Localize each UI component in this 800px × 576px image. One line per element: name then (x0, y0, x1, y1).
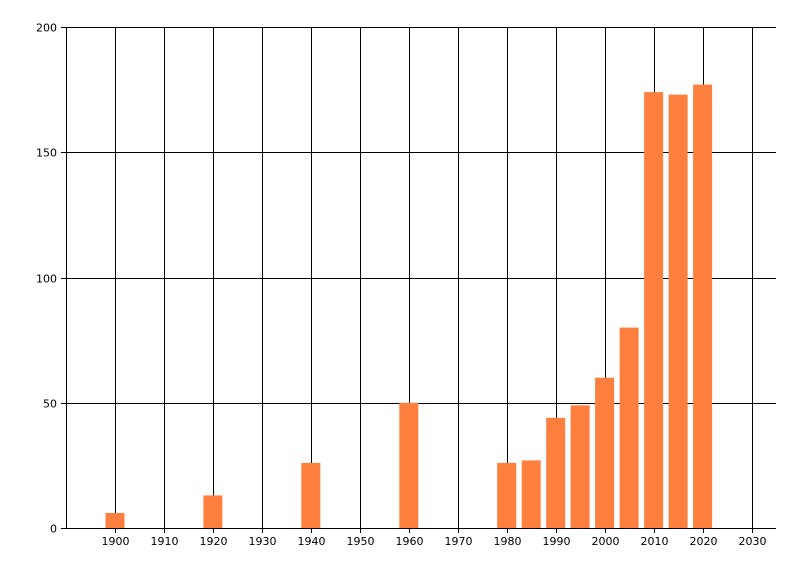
y-tick-label: 200 (36, 22, 57, 35)
y-tick-label: 50 (43, 398, 57, 411)
x-tick-label: 1940 (298, 535, 326, 548)
bar-1995 (570, 405, 590, 528)
x-tick-label: 2000 (592, 535, 620, 548)
x-tick-label: 1980 (494, 535, 522, 548)
bar-2020 (693, 84, 713, 528)
x-tick-label: 2010 (641, 535, 669, 548)
bar-1980 (497, 462, 517, 528)
axes (66, 27, 776, 529)
y-tick-label: 100 (36, 273, 57, 286)
x-tick-label: 1970 (445, 535, 473, 548)
bar-1940 (301, 462, 321, 528)
x-tick-label: 1930 (249, 535, 277, 548)
bar-2000 (595, 377, 615, 528)
x-tick-label: 1950 (347, 535, 375, 548)
y-tick-label: 0 (50, 523, 57, 536)
x-tick-label: 2030 (739, 535, 767, 548)
bar-1900 (105, 513, 125, 528)
x-tick-label: 1920 (200, 535, 228, 548)
bar-1960 (399, 402, 419, 529)
bar-2015 (668, 94, 688, 528)
x-tick-label: 2020 (690, 535, 718, 548)
bar-1920 (203, 495, 223, 528)
y-tick-label: 150 (36, 147, 57, 160)
bar-2005 (619, 327, 639, 528)
x-tick-label: 1900 (102, 535, 130, 548)
x-tick-label: 1960 (396, 535, 424, 548)
bars (105, 84, 713, 529)
x-tick-label: 1910 (151, 535, 179, 548)
bar-1990 (546, 417, 566, 528)
bar-2010 (644, 92, 664, 528)
bar-1985 (521, 460, 541, 528)
tick-labels: 0 50 100 150 200 1900 1910 1920 1930 1940 1950 1960… (36, 22, 767, 549)
x-tick-label: 1990 (543, 535, 571, 548)
